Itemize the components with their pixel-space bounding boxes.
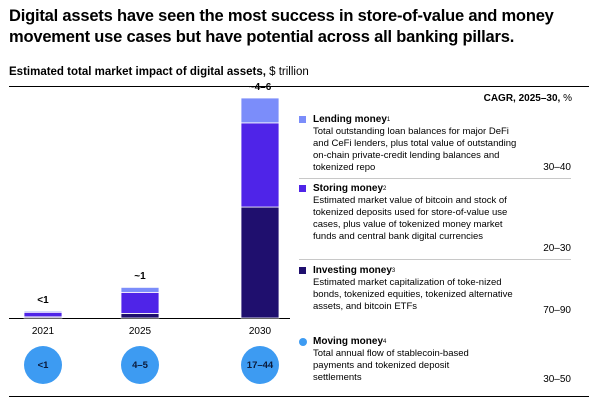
moving-money-bubble: <1 bbox=[24, 346, 62, 384]
year-label: 2021 bbox=[31, 326, 55, 337]
lending-swatch bbox=[299, 116, 306, 123]
bar-segment-storing bbox=[240, 122, 280, 208]
legend-divider bbox=[299, 259, 571, 260]
storing-description: Estimated market value of bitcoin and st… bbox=[313, 195, 508, 242]
moving-title: Moving money4 bbox=[313, 336, 387, 347]
chart-title: Digital assets have seen the most succes… bbox=[9, 7, 554, 46]
legend-moving: Moving money4 Total annual flow of stabl… bbox=[299, 336, 571, 392]
bar-segment-investing bbox=[120, 313, 160, 319]
bar-segment-lending bbox=[240, 97, 280, 124]
storing-title: Storing money2 bbox=[313, 183, 387, 194]
bar-segment-storing bbox=[23, 311, 63, 318]
investing-cagr: 70–90 bbox=[543, 305, 571, 316]
investing-swatch bbox=[299, 267, 306, 274]
chart-subtitle: Estimated total market impact of digital… bbox=[9, 66, 309, 78]
bar-total-label: ~4–6 bbox=[248, 82, 272, 93]
legend-divider bbox=[299, 178, 571, 179]
storing-swatch bbox=[299, 185, 306, 192]
subtitle-unit: $ trillion bbox=[269, 66, 309, 78]
bar-total-label: ~1 bbox=[134, 271, 146, 283]
bar-segment-storing bbox=[120, 291, 160, 314]
lending-cagr: 30–40 bbox=[543, 162, 571, 173]
legend-lending: Lending money1 Total outstanding loan ba… bbox=[299, 114, 571, 179]
bar-segment-investing bbox=[240, 206, 280, 319]
bar-total-label: <1 bbox=[37, 295, 49, 307]
investing-description: Estimated market capitalization of toke-… bbox=[313, 277, 513, 312]
moving-money-bubble: 4–5 bbox=[121, 346, 159, 384]
subtitle-label: Estimated total market impact of digital… bbox=[9, 66, 266, 78]
bar-segment-lending bbox=[120, 286, 160, 293]
bottom-rule bbox=[9, 396, 589, 397]
bar-segment-lending bbox=[23, 310, 63, 313]
moving-description: Total annual flow of stablecoin-based pa… bbox=[313, 348, 469, 383]
storing-cagr: 20–30 bbox=[543, 243, 571, 254]
cagr-header-label: CAGR, 2025–30, bbox=[483, 93, 561, 104]
investing-title: Investing money3 bbox=[313, 265, 396, 276]
cagr-header: CAGR, 2025–30, % bbox=[484, 93, 572, 104]
legend-storing: Storing money2 Estimated market value of… bbox=[299, 183, 571, 260]
lending-description: Total outstanding loan balances for majo… bbox=[313, 126, 517, 173]
top-rule bbox=[9, 86, 589, 87]
year-label: 2025 bbox=[128, 326, 152, 337]
moving-cagr: 30–50 bbox=[543, 374, 571, 385]
legend-investing: Investing money3 Estimated market capita… bbox=[299, 265, 571, 316]
moving-swatch bbox=[299, 338, 307, 346]
lending-title: Lending money1 bbox=[313, 114, 391, 125]
cagr-header-unit: % bbox=[563, 93, 572, 104]
year-label: 2030 bbox=[248, 326, 272, 337]
moving-money-bubble: 17–44 bbox=[241, 346, 279, 384]
